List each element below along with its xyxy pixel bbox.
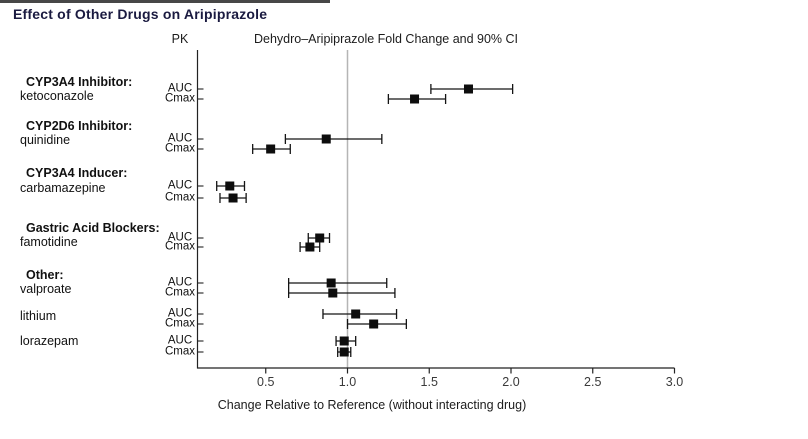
point-estimate-marker [328,288,338,298]
pk-row-label: Cmax [164,92,196,105]
pk-row-label: Cmax [164,317,196,330]
pk-column-header: PK [171,32,189,46]
category-label: CYP3A4 Inhibitor: [26,75,133,89]
pk-row-label: Cmax [164,191,196,204]
pk-row-label: AUC [167,334,193,347]
point-estimate-marker [315,233,325,243]
category-label: CYP3A4 Inducer: [26,166,128,180]
category-label: CYP2D6 Inhibitor: [26,119,133,133]
x-tick-label: 1.0 [339,375,356,389]
x-tick-label: 3.0 [666,375,683,389]
point-estimate-marker [326,278,336,288]
pk-row-label: Cmax [164,142,196,155]
x-tick-label: 0.5 [257,375,274,389]
x-tick-label: 1.5 [421,375,438,389]
x-tick-label: 2.0 [502,375,519,389]
category-label: Other: [26,268,64,282]
pk-row-label: Cmax [164,345,196,358]
x-axis-title: Change Relative to Reference (without in… [217,398,527,412]
drug-label: lithium [20,309,57,323]
screenshot-edge-artifact [0,0,330,3]
plot-column-header: Dehydro–Aripiprazole Fold Change and 90%… [253,32,519,46]
point-estimate-marker [351,309,361,319]
drug-label: valproate [20,282,72,296]
pk-row-label: Cmax [164,240,196,253]
pk-row-label: AUC [167,307,193,320]
point-estimate-marker [225,181,235,191]
point-estimate-marker [266,144,276,154]
point-estimate-marker [228,193,238,203]
drug-label: carbamazepine [20,181,106,195]
pk-row-label: AUC [167,276,193,289]
category-label: Gastric Acid Blockers: [26,221,160,235]
pk-row-label: AUC [167,132,193,145]
figure-title: Effect of Other Drugs on Aripiprazole [13,6,268,22]
pk-row-label: AUC [167,231,193,244]
pk-row-label: AUC [167,179,193,192]
drug-label: quinidine [20,133,71,147]
point-estimate-marker [305,242,315,252]
point-estimate-marker [369,319,379,329]
x-tick-label: 2.5 [584,375,601,389]
point-estimate-marker [339,336,349,346]
pk-row-label: AUC [167,82,193,95]
pk-row-label: Cmax [164,286,196,299]
drug-label: ketoconazole [20,89,94,103]
point-estimate-marker [321,134,331,144]
point-estimate-marker [463,84,473,94]
point-estimate-marker [339,347,349,357]
drug-label: lorazepam [20,334,79,348]
point-estimate-marker [410,94,420,104]
drug-label: famotidine [20,235,78,249]
